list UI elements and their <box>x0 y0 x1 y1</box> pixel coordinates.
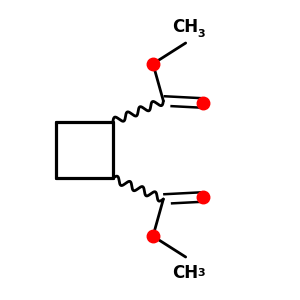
Text: 3: 3 <box>197 29 205 39</box>
Text: CH: CH <box>172 18 199 36</box>
Text: 3: 3 <box>197 268 205 278</box>
Text: CH: CH <box>172 264 199 282</box>
